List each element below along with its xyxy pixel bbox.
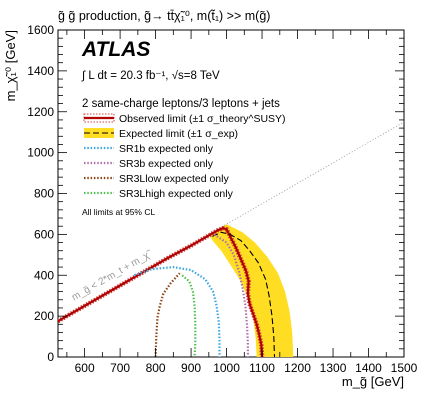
legend-label-5: SR3Lhigh expected only bbox=[119, 188, 234, 200]
cl-note: All limits at 95% CL bbox=[82, 207, 155, 217]
selection-label: 2 same-charge leptons/3 leptons + jets bbox=[82, 98, 280, 110]
luminosity-label: ∫ L dt = 20.3 fb⁻¹, √s=8 TeV bbox=[81, 69, 220, 82]
experiment-label: ATLAS bbox=[81, 38, 150, 61]
x-tick-label: 1100 bbox=[249, 361, 275, 375]
y-tick-label: 800 bbox=[34, 187, 54, 201]
chart-title: g̃ g̃ production, g̃→ tt̄χ̃₁⁰, m(t̃₁) >>… bbox=[58, 8, 270, 23]
legend-label-1: Expected limit (±1 σ_exp) bbox=[119, 128, 238, 140]
series-line-3 bbox=[213, 233, 249, 357]
series-layer bbox=[58, 121, 404, 357]
x-tick-label: 1300 bbox=[320, 361, 347, 375]
legend-label-0: Observed limit (±1 σ_theory^SUSY) bbox=[119, 113, 286, 125]
y-tick-label: 1000 bbox=[27, 146, 54, 160]
y-axis-title: m_χ̃₁⁰ [GeV] bbox=[3, 30, 18, 101]
series-line-4 bbox=[154, 272, 181, 357]
x-axis-title: m_g̃ [GeV] bbox=[342, 374, 404, 389]
x-tick-label: 1000 bbox=[213, 361, 240, 375]
legend-label-4: SR3Llow expected only bbox=[119, 173, 229, 185]
y-tick-label: 0 bbox=[47, 350, 54, 364]
y-tick-label: 600 bbox=[34, 227, 54, 241]
diagonal-kinematic-label: m_g̃ < 2*m_t + m_χ̃ bbox=[70, 248, 155, 303]
series-line-2 bbox=[133, 266, 221, 357]
x-tick-label: 1200 bbox=[284, 361, 311, 375]
expected-band-layer bbox=[208, 224, 294, 357]
expected-limit-band bbox=[208, 224, 294, 357]
series-line-1 bbox=[212, 231, 276, 357]
legend: Observed limit (±1 σ_theory^SUSY) Expecte… bbox=[83, 113, 286, 200]
axis-layer: 600 700 800 900 1000 1100 1200 1300 1400 1500 0 200… bbox=[27, 23, 417, 375]
series-line-5 bbox=[181, 274, 197, 357]
series-line-0 bbox=[58, 227, 264, 357]
x-tick-label: 800 bbox=[146, 361, 166, 375]
x-tick-label: 1400 bbox=[355, 361, 382, 375]
x-tick-label: 900 bbox=[181, 361, 201, 375]
y-tick-label: 1400 bbox=[27, 64, 54, 78]
x-tick-label: 700 bbox=[110, 361, 130, 375]
y-tick-label: 1600 bbox=[27, 23, 54, 37]
legend-label-2: SR1b expected only bbox=[119, 143, 214, 155]
x-tick-label: 1500 bbox=[391, 361, 418, 375]
y-tick-label: 1200 bbox=[27, 105, 54, 119]
legend-label-3: SR3b expected only bbox=[119, 158, 214, 170]
y-tick-label: 400 bbox=[34, 268, 54, 282]
y-tick-label: 200 bbox=[34, 309, 54, 323]
x-tick-label: 600 bbox=[75, 361, 95, 375]
